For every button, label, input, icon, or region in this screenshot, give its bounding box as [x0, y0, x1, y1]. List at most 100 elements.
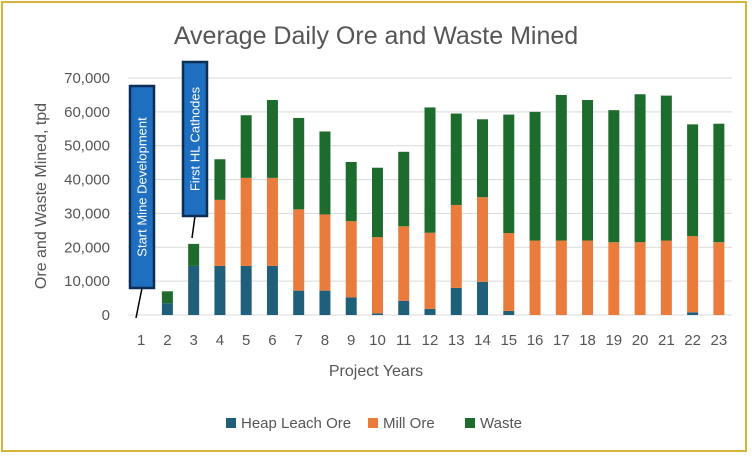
x-axis-label: Project Years	[329, 363, 423, 380]
legend-label: Mill Ore	[383, 415, 435, 432]
bar-segment-mill-ore	[503, 233, 515, 311]
bar-segment-waste	[503, 114, 515, 234]
x-tick-label: 18	[579, 332, 596, 349]
chart-title: Average Daily Ore and Waste Mined	[174, 22, 578, 50]
bar-segment-mill-ore	[293, 209, 305, 291]
y-tick-label: 70,000	[64, 70, 110, 87]
bar-segment-waste	[266, 100, 278, 178]
bar-segment-waste	[608, 110, 620, 243]
bar-segment-mill-ore	[555, 240, 567, 315]
bar-segment-heap-leach-ore	[477, 281, 489, 315]
bar-segment-mill-ore	[713, 242, 725, 315]
legend-swatch	[368, 418, 378, 428]
bar-segment-mill-ore	[240, 177, 252, 266]
bar-segment-mill-ore	[450, 204, 462, 288]
x-tick-label: 22	[684, 332, 701, 349]
bar-segment-mill-ore	[398, 226, 410, 301]
bar-segment-mill-ore	[608, 242, 620, 315]
x-tick-label: 9	[347, 332, 355, 349]
bar-segment-heap-leach-ore	[345, 297, 357, 315]
annotations: Start Mine Development First HL Cathodes	[128, 60, 209, 319]
bars	[161, 94, 725, 315]
bar-segment-waste	[293, 117, 305, 210]
legend-swatch	[465, 418, 475, 428]
y-tick-label: 50,000	[64, 138, 110, 155]
x-tick-label: 19	[605, 332, 622, 349]
annotation-label: Start Mine Development	[135, 117, 150, 257]
bar-segment-waste	[450, 113, 462, 205]
bar-segment-waste	[687, 124, 699, 237]
x-tick-label: 7	[295, 332, 303, 349]
bar-segment-heap-leach-ore	[188, 265, 200, 315]
bar-segment-mill-ore	[214, 199, 226, 266]
bar-segment-heap-leach-ore	[424, 308, 436, 315]
y-tick-label: 30,000	[64, 205, 110, 222]
bar-segment-mill-ore	[424, 232, 436, 309]
bar-segment-waste	[582, 100, 594, 241]
bar-segment-heap-leach-ore	[503, 310, 515, 315]
annotation-box	[128, 84, 156, 290]
bar-segment-heap-leach-ore	[293, 290, 305, 315]
bar-segment-mill-ore	[319, 214, 331, 291]
annotation-leader-line	[191, 215, 196, 239]
y-tick-label: 10,000	[64, 273, 110, 290]
bar-segment-mill-ore	[477, 197, 489, 282]
x-tick-label: 8	[321, 332, 329, 349]
annotation-box	[181, 60, 209, 218]
bar-segment-heap-leach-ore	[687, 312, 699, 315]
bar-segment-waste	[477, 119, 489, 198]
bar-segment-waste	[713, 123, 725, 243]
bar-segment-waste	[660, 95, 672, 241]
y-tick-label: 60,000	[64, 104, 110, 121]
y-axis-label: Ore and Waste Mined, tpd	[33, 103, 50, 289]
x-tick-label: 2	[163, 332, 171, 349]
bar-segment-waste	[529, 111, 541, 241]
bar-segment-heap-leach-ore	[161, 303, 173, 315]
x-tick-label: 10	[369, 332, 386, 349]
legend-label: Waste	[480, 415, 522, 432]
x-tick-label: 5	[242, 332, 250, 349]
bar-segment-waste	[345, 161, 357, 222]
bar-segment-waste	[424, 107, 436, 233]
x-tick-label: 6	[268, 332, 276, 349]
legend-swatch	[226, 418, 236, 428]
x-tick-label: 21	[658, 332, 675, 349]
y-tick-labels: 0 10,000 20,000 30,000 40,000 50,000 60,000 70,…	[64, 70, 110, 324]
bar-segment-waste	[371, 167, 383, 238]
y-tick-label: 0	[102, 307, 110, 324]
x-tick-label: 14	[474, 332, 491, 349]
bar-segment-waste	[555, 94, 567, 241]
x-tick-label: 1	[137, 332, 145, 349]
bar-segment-heap-leach-ore	[319, 290, 331, 315]
y-tick-label: 40,000	[64, 172, 110, 189]
bar-segment-mill-ore	[582, 240, 594, 315]
x-tick-label: 23	[711, 332, 728, 349]
legend: Heap Leach Ore Mill Ore Waste	[226, 415, 522, 432]
bar-segment-waste	[214, 159, 226, 200]
bar-segment-heap-leach-ore	[266, 265, 278, 315]
x-tick-label: 4	[216, 332, 224, 349]
x-tick-label: 20	[632, 332, 649, 349]
bar-segment-heap-leach-ore	[398, 300, 410, 315]
bar-segment-mill-ore	[371, 237, 383, 314]
x-tick-label: 13	[448, 332, 465, 349]
bar-segment-mill-ore	[529, 240, 541, 315]
x-tick-label: 15	[500, 332, 517, 349]
x-tick-labels: 1 2 3 4 5 6 7 8 9 10 11 12 13 14 15 16 17 18 19 20 21 22 23	[137, 332, 727, 349]
bar-segment-heap-leach-ore	[214, 265, 226, 315]
bar-segment-waste	[398, 151, 410, 227]
bar-segment-waste	[188, 243, 200, 266]
bar-segment-heap-leach-ore	[371, 313, 383, 315]
bar-segment-mill-ore	[687, 236, 699, 313]
x-tick-label: 12	[422, 332, 439, 349]
bar-segment-waste	[240, 115, 252, 178]
bar-segment-mill-ore	[660, 240, 672, 315]
bar-segment-waste	[634, 94, 646, 243]
x-tick-label: 11	[396, 332, 412, 349]
annotation-leader-line	[135, 287, 143, 319]
x-tick-label: 16	[527, 332, 544, 349]
bar-segment-mill-ore	[634, 242, 646, 315]
bar-segment-heap-leach-ore	[450, 287, 462, 315]
bar-segment-waste	[161, 291, 173, 304]
